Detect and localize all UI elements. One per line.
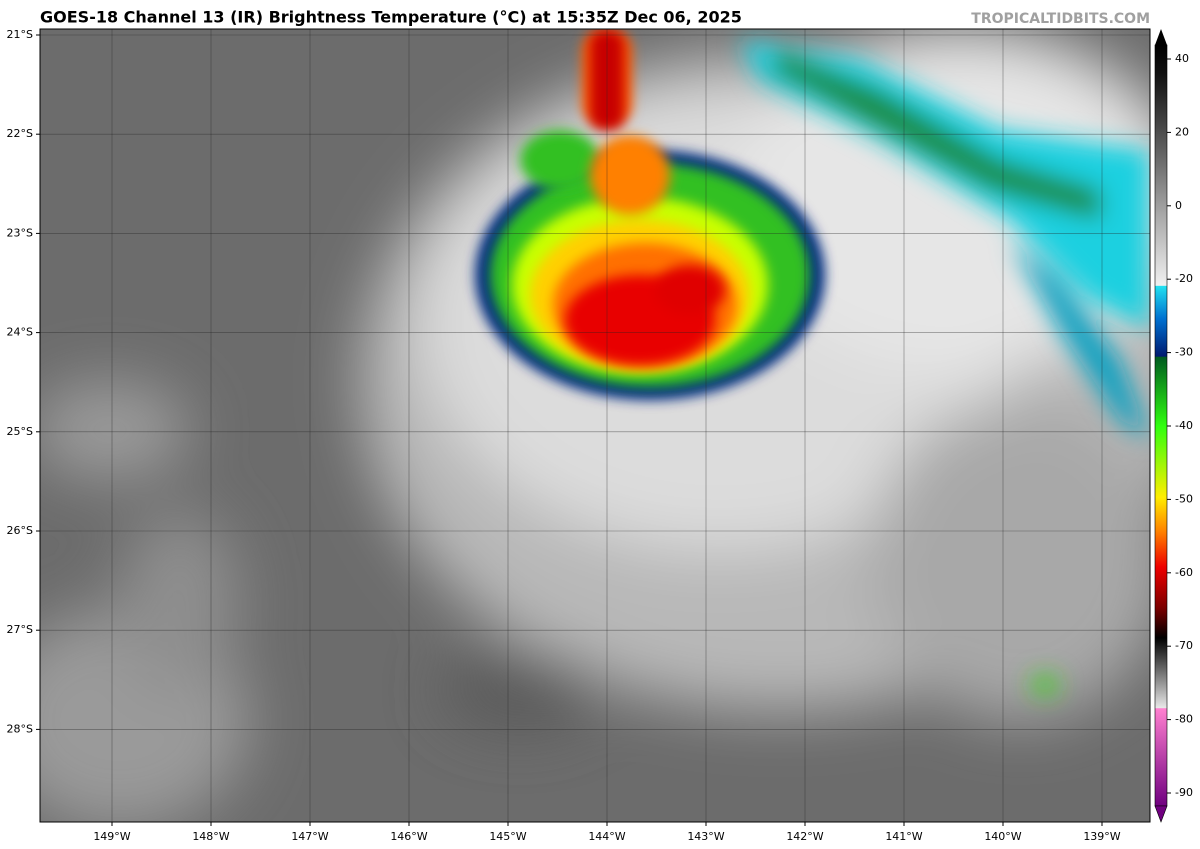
map-frame xyxy=(39,28,1151,823)
lon-label: 142°W xyxy=(786,830,823,843)
colorbar-tick-label: -40 xyxy=(1175,419,1193,432)
graticule xyxy=(40,29,1150,822)
lon-label: 145°W xyxy=(489,830,526,843)
lon-label: 143°W xyxy=(687,830,724,843)
lat-label: 22°S xyxy=(7,127,33,140)
lat-label: 26°S xyxy=(7,524,33,537)
colorbar-tick-label: -60 xyxy=(1175,566,1193,579)
colorbar-tick-label: -80 xyxy=(1175,713,1193,726)
lon-label: 146°W xyxy=(390,830,427,843)
colorbar-tick-label: -70 xyxy=(1175,639,1193,652)
colorbar xyxy=(1154,44,1168,807)
colorbar-extend-bottom xyxy=(1154,805,1168,823)
colorbar-tick-label: 40 xyxy=(1175,52,1189,65)
lat-label: 25°S xyxy=(7,425,33,438)
lat-label: 27°S xyxy=(7,623,33,636)
satellite-image xyxy=(40,29,1150,822)
lon-label: 147°W xyxy=(291,830,328,843)
outer-bands xyxy=(740,40,1150,695)
lat-label: 24°S xyxy=(7,326,33,339)
colorbar-tick-label: -50 xyxy=(1175,492,1193,505)
lat-label: 21°S xyxy=(7,28,33,41)
colorbar-tick-label: 20 xyxy=(1175,125,1189,138)
lon-label: 139°W xyxy=(1083,830,1120,843)
colorbar-tick-label: 0 xyxy=(1175,199,1182,212)
colorbar-tick-label: -90 xyxy=(1175,786,1193,799)
lon-label: 141°W xyxy=(885,830,922,843)
lon-label: 149°W xyxy=(93,830,130,843)
colorbar-tick-label: -30 xyxy=(1175,346,1193,359)
colorbar-tick-label: -20 xyxy=(1175,272,1193,285)
watermark: TROPICALTIDBITS.COM xyxy=(971,11,1150,27)
title: GOES-18 Channel 13 (IR) Brightness Tempe… xyxy=(40,8,742,27)
lat-label: 23°S xyxy=(7,226,33,239)
lat-label: 28°S xyxy=(7,722,33,735)
colorbar-extend-top xyxy=(1155,29,1167,45)
lon-label: 144°W xyxy=(588,830,625,843)
lon-label: 148°W xyxy=(192,830,229,843)
lon-label: 140°W xyxy=(984,830,1021,843)
